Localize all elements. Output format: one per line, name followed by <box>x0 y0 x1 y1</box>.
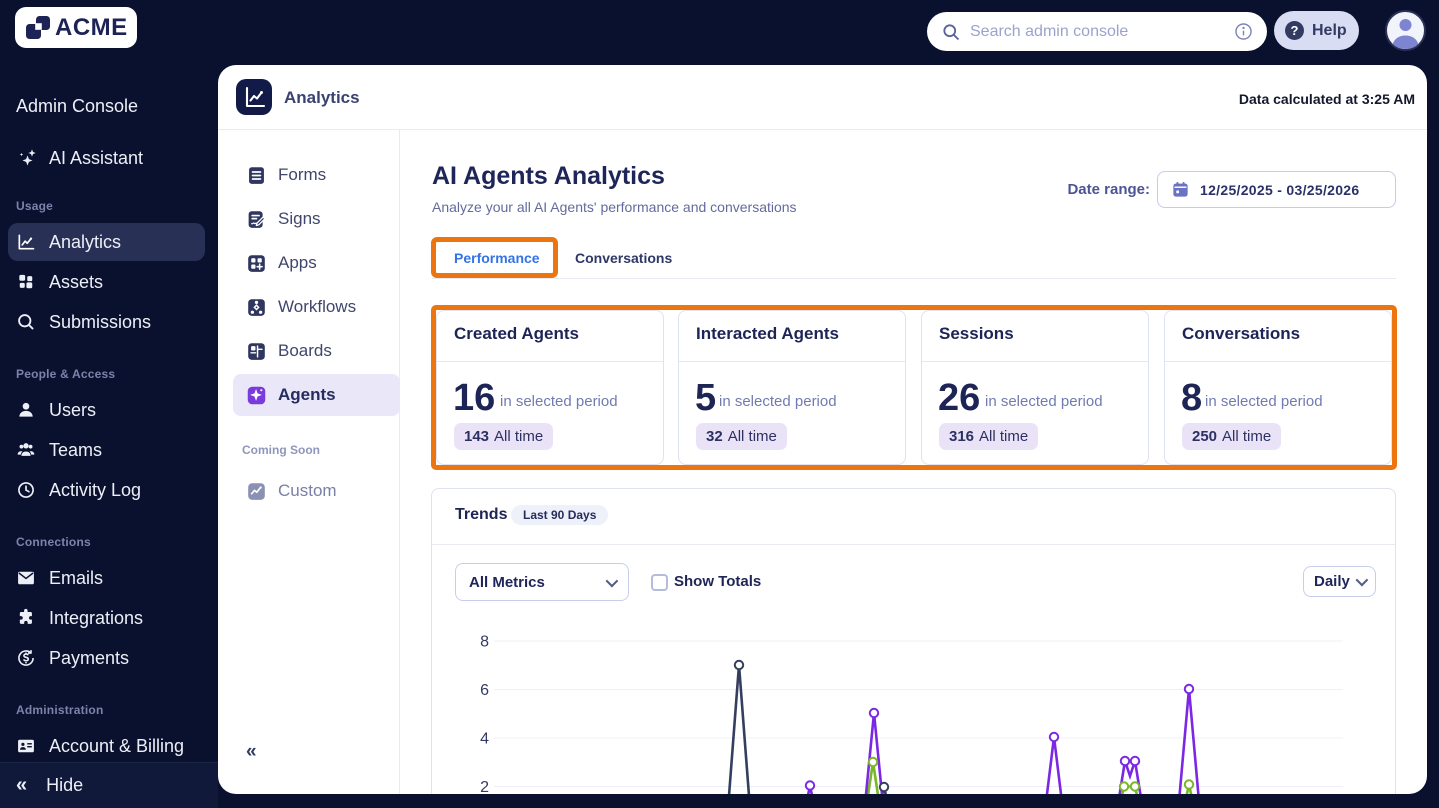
svg-text:6: 6 <box>480 682 489 699</box>
svg-text:4: 4 <box>480 731 489 748</box>
svg-text:8: 8 <box>480 634 489 651</box>
svg-text:2: 2 <box>480 779 489 794</box>
